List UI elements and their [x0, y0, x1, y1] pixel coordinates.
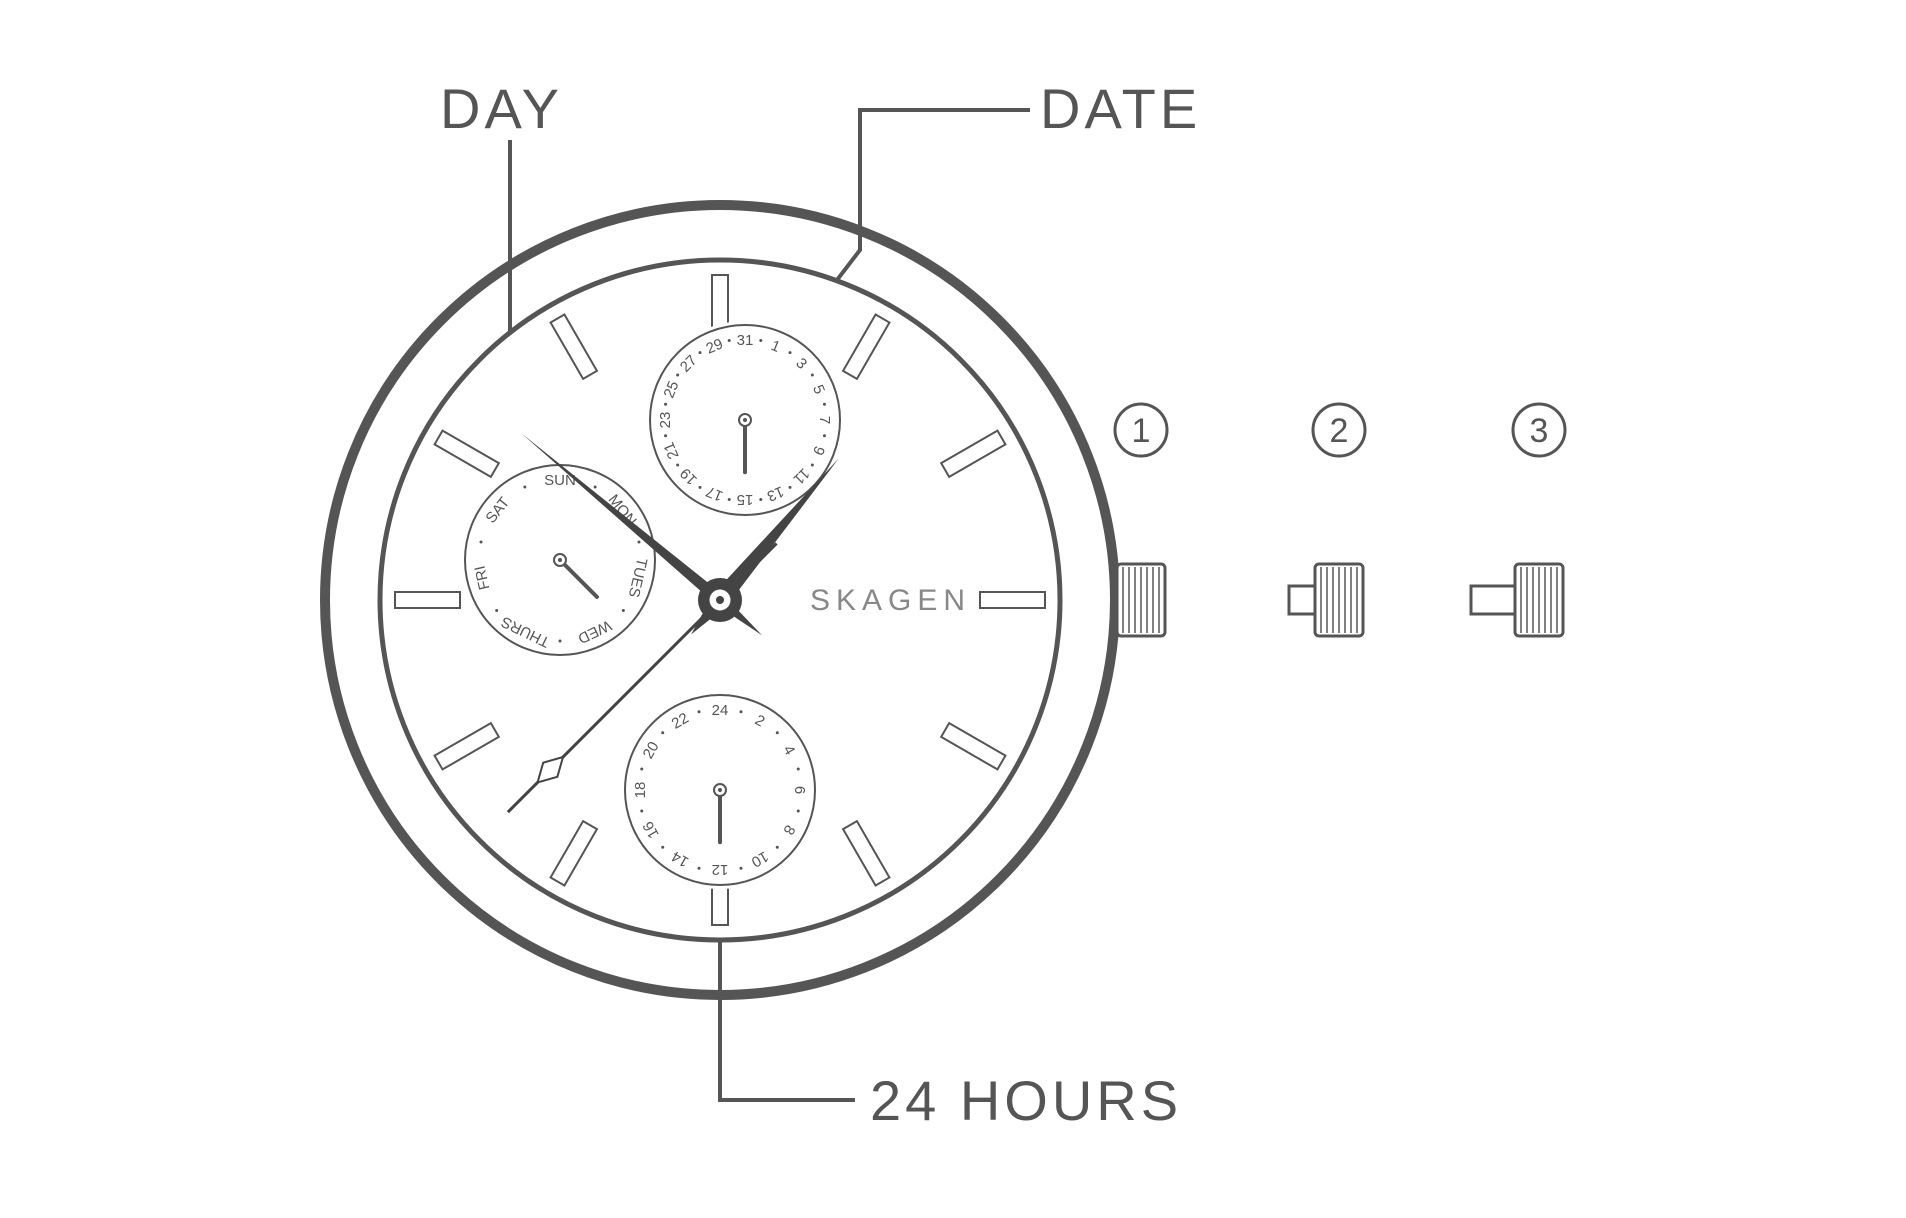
- day-subdial: SUNMONTUESWEDTHURSFRISAT: [461, 461, 659, 659]
- svg-text:12: 12: [712, 861, 729, 878]
- watch-diagram: DAY DATE 24 HOURS SUNMONTUESWEDTHURSFRIS…: [0, 0, 1906, 1218]
- svg-text:7: 7: [816, 416, 833, 424]
- svg-text:15: 15: [737, 491, 754, 508]
- day-callout-label: DAY: [440, 77, 563, 140]
- svg-text:2: 2: [1330, 412, 1349, 450]
- crown-positions: 1 2 3: [1115, 404, 1565, 636]
- svg-text:3: 3: [1530, 412, 1549, 450]
- svg-text:24: 24: [712, 702, 729, 719]
- svg-text:31: 31: [737, 332, 754, 349]
- svg-text:18: 18: [632, 782, 649, 799]
- svg-text:23: 23: [657, 412, 674, 429]
- date-callout-label: DATE: [1040, 77, 1201, 140]
- 24h-subdial: 24246810121416182022: [621, 691, 819, 889]
- svg-text:1: 1: [1132, 412, 1151, 450]
- svg-text:6: 6: [791, 786, 808, 794]
- 24h-callout-label: 24 HOURS: [870, 1069, 1182, 1132]
- brand-name: SKAGEN: [810, 584, 971, 617]
